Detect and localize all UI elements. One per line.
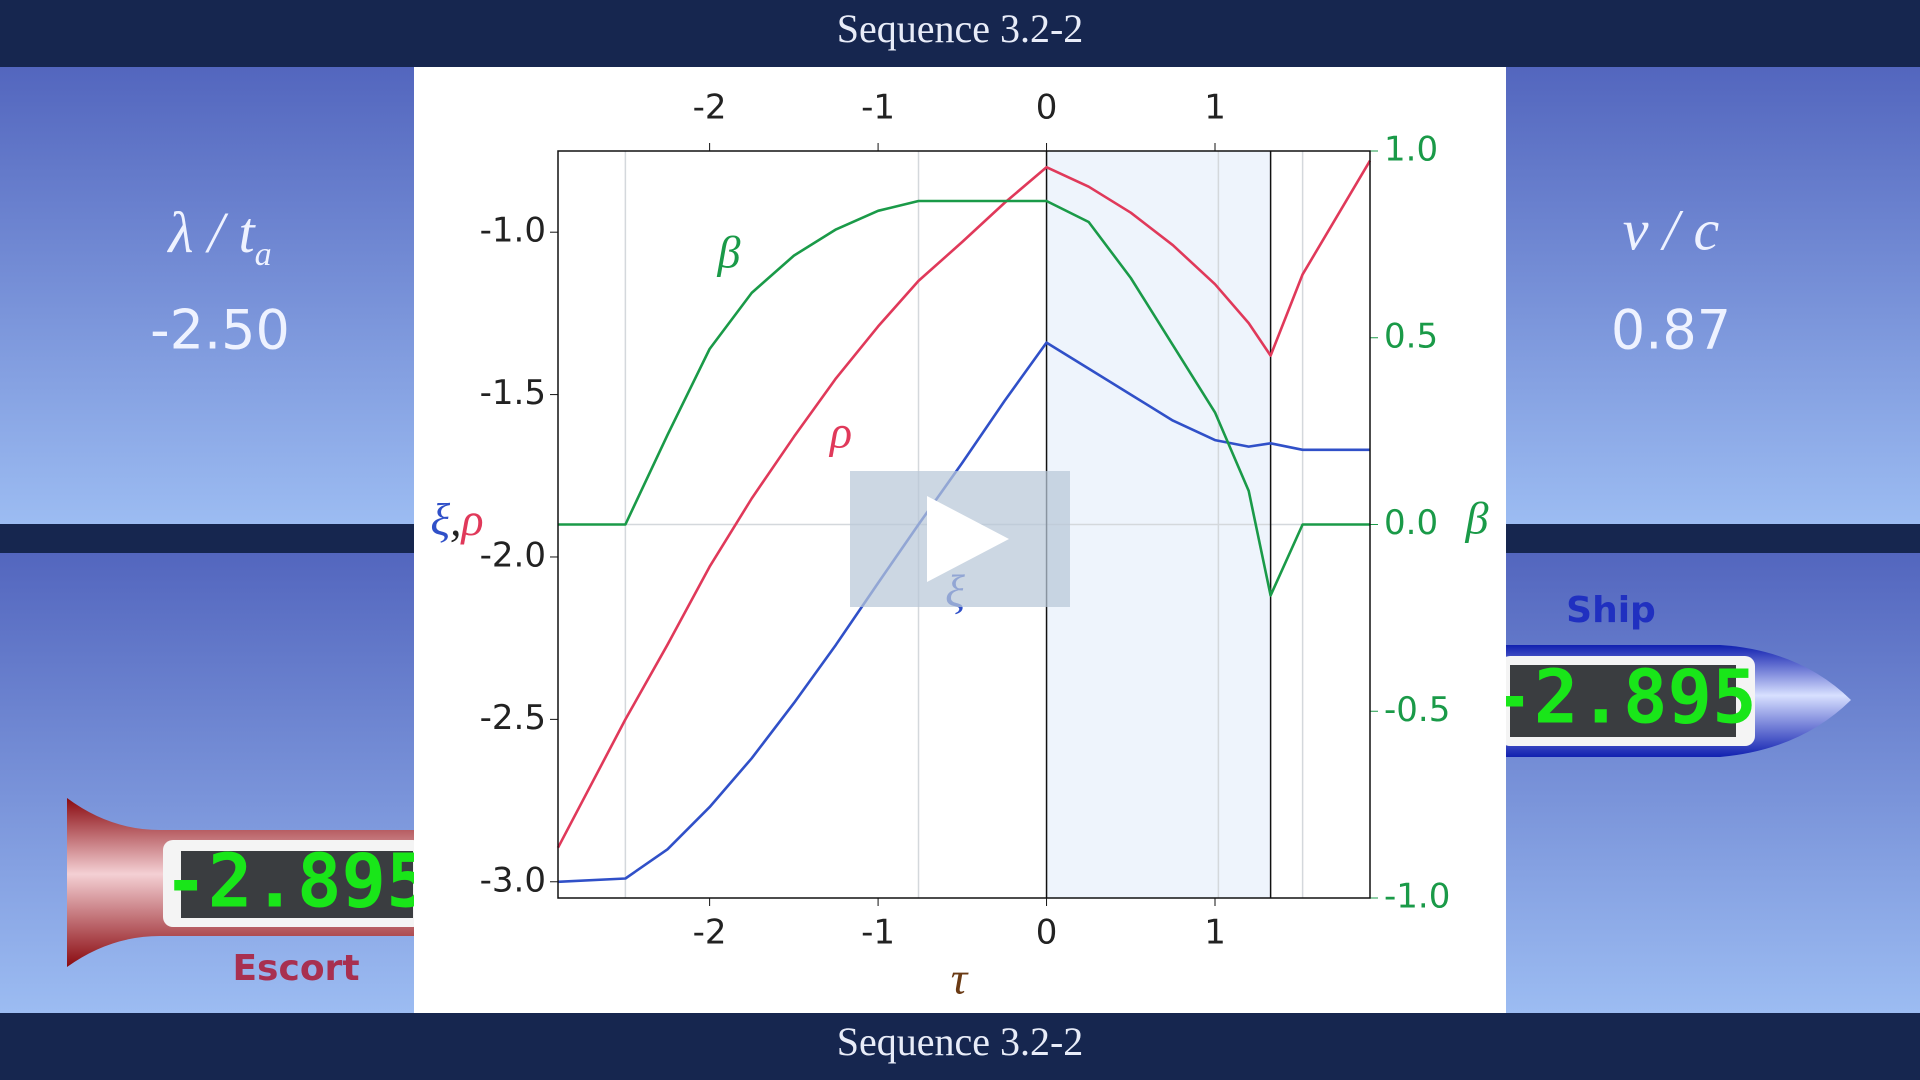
right-upper-panel xyxy=(1506,67,1920,524)
y-axis-label: ξ,ρ xyxy=(430,494,483,545)
y2-tick-label: 0.0 xyxy=(1384,503,1438,543)
x-tick-label-top: -2 xyxy=(693,88,727,128)
footer-bar xyxy=(0,1013,1920,1080)
y-tick-label: -3.0 xyxy=(480,860,546,900)
y-axis-label-part: , xyxy=(450,494,462,545)
x-tick-label: -2 xyxy=(693,913,727,953)
y2-axis-label: β xyxy=(1465,493,1489,544)
y2-tick-label: -0.5 xyxy=(1384,690,1450,730)
plot: -2 -2 -1 -1 0 0 1 1 -1.0 -1.5 -2.0 -2.5 -3.0 1.0 0.5 0.… xyxy=(430,88,1488,1004)
x-tick-label-top: -1 xyxy=(861,88,895,128)
x-axis-label: τ xyxy=(951,953,969,1004)
x-tick-label: -1 xyxy=(861,913,895,953)
header-title: Sequence 3.2-2 xyxy=(837,6,1084,51)
y2-tick-label: -1.0 xyxy=(1384,877,1450,917)
play-icon[interactable] xyxy=(927,496,1009,582)
label-sub: a xyxy=(255,236,272,273)
left-lower-panel xyxy=(0,553,414,1013)
series-line xyxy=(557,341,1370,884)
y-tick-label: -2.5 xyxy=(480,698,546,738)
escort-clock: -2.895 xyxy=(163,839,430,925)
play-button[interactable] xyxy=(850,471,1070,607)
x-tick-label-top: 1 xyxy=(1204,88,1226,128)
y-tick-label: -2.0 xyxy=(480,535,546,575)
x-tick-label: 1 xyxy=(1204,913,1226,953)
left-panel-label: λ / ta xyxy=(166,200,271,272)
y2-tick-label: 1.0 xyxy=(1384,130,1438,170)
left-panel-value: -2.50 xyxy=(150,299,290,362)
label-main: λ / t xyxy=(166,200,256,265)
ship-name: Ship xyxy=(1566,590,1656,631)
footer-title: Sequence 3.2-2 xyxy=(837,1019,1084,1064)
series-label: β xyxy=(717,227,741,278)
escort-name: Escort xyxy=(232,948,359,989)
ship-clock-screen xyxy=(1510,665,1736,737)
y-tick-label: -1.5 xyxy=(480,373,546,413)
y-tick-label: -1.0 xyxy=(480,211,546,251)
series-label: ρ xyxy=(828,407,852,458)
escort-clock-screen xyxy=(181,851,413,918)
y-axis-label-part: ρ xyxy=(460,494,484,545)
plot-frame xyxy=(557,150,1371,899)
series-line xyxy=(556,160,1372,849)
right-panel-label: v / c xyxy=(1623,197,1720,262)
series-line xyxy=(558,199,1370,597)
left-upper-panel xyxy=(0,67,414,524)
x-tick-label-top: 0 xyxy=(1036,88,1058,128)
ship-clock: -2.895 xyxy=(1489,655,1756,741)
right-lower-panel xyxy=(1506,553,1920,1013)
y-axis-label-part: ξ xyxy=(430,494,450,545)
header-bar xyxy=(0,0,1920,67)
y2-tick-label: 0.5 xyxy=(1384,316,1438,356)
right-panel-value: 0.87 xyxy=(1611,299,1731,362)
x-tick-label: 0 xyxy=(1036,913,1058,953)
